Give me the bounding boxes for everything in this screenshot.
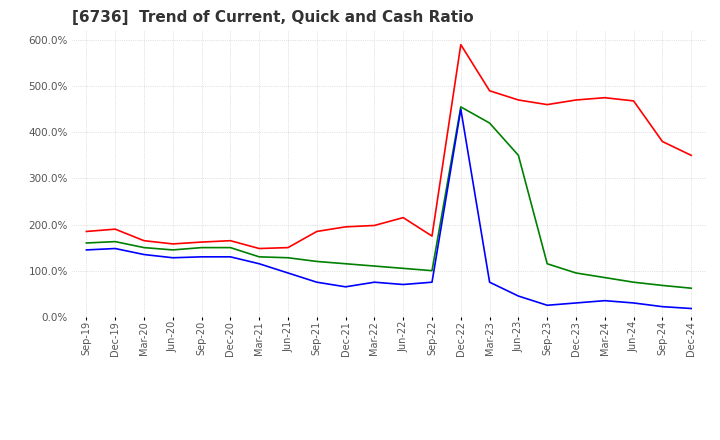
- Line: Current Ratio: Current Ratio: [86, 44, 691, 249]
- Quick Ratio: [341, 261, 350, 266]
- Current Ratio: [226, 238, 235, 243]
- Current Ratio: [312, 229, 321, 234]
- Cash Ratio: [629, 301, 638, 306]
- Quick Ratio: [197, 245, 206, 250]
- Cash Ratio: [226, 254, 235, 260]
- Quick Ratio: [600, 275, 609, 280]
- Line: Cash Ratio: Cash Ratio: [86, 109, 691, 308]
- Quick Ratio: [456, 104, 465, 110]
- Cash Ratio: [543, 303, 552, 308]
- Cash Ratio: [658, 304, 667, 309]
- Cash Ratio: [255, 261, 264, 266]
- Cash Ratio: [197, 254, 206, 260]
- Quick Ratio: [399, 266, 408, 271]
- Current Ratio: [111, 227, 120, 232]
- Quick Ratio: [543, 261, 552, 266]
- Current Ratio: [399, 215, 408, 220]
- Quick Ratio: [370, 264, 379, 269]
- Quick Ratio: [312, 259, 321, 264]
- Cash Ratio: [485, 279, 494, 285]
- Current Ratio: [658, 139, 667, 144]
- Text: [6736]  Trend of Current, Quick and Cash Ratio: [6736] Trend of Current, Quick and Cash …: [72, 11, 474, 26]
- Cash Ratio: [284, 270, 292, 275]
- Cash Ratio: [687, 306, 696, 311]
- Cash Ratio: [82, 247, 91, 253]
- Current Ratio: [341, 224, 350, 230]
- Quick Ratio: [428, 268, 436, 273]
- Quick Ratio: [629, 279, 638, 285]
- Current Ratio: [456, 42, 465, 47]
- Legend: Current Ratio, Quick Ratio, Cash Ratio: Current Ratio, Quick Ratio, Cash Ratio: [198, 436, 580, 440]
- Current Ratio: [629, 98, 638, 103]
- Quick Ratio: [485, 121, 494, 126]
- Current Ratio: [197, 239, 206, 245]
- Cash Ratio: [341, 284, 350, 290]
- Cash Ratio: [572, 301, 580, 306]
- Current Ratio: [600, 95, 609, 100]
- Quick Ratio: [111, 239, 120, 244]
- Current Ratio: [168, 241, 177, 246]
- Quick Ratio: [82, 240, 91, 246]
- Current Ratio: [140, 238, 148, 243]
- Quick Ratio: [572, 270, 580, 275]
- Quick Ratio: [658, 283, 667, 288]
- Quick Ratio: [226, 245, 235, 250]
- Cash Ratio: [370, 279, 379, 285]
- Cash Ratio: [514, 293, 523, 299]
- Cash Ratio: [600, 298, 609, 303]
- Current Ratio: [255, 246, 264, 251]
- Cash Ratio: [312, 279, 321, 285]
- Current Ratio: [428, 234, 436, 239]
- Cash Ratio: [140, 252, 148, 257]
- Current Ratio: [82, 229, 91, 234]
- Line: Quick Ratio: Quick Ratio: [86, 107, 691, 288]
- Current Ratio: [687, 153, 696, 158]
- Cash Ratio: [168, 255, 177, 260]
- Quick Ratio: [255, 254, 264, 260]
- Quick Ratio: [168, 247, 177, 253]
- Cash Ratio: [111, 246, 120, 251]
- Quick Ratio: [140, 245, 148, 250]
- Current Ratio: [485, 88, 494, 93]
- Quick Ratio: [687, 286, 696, 291]
- Current Ratio: [543, 102, 552, 107]
- Cash Ratio: [428, 279, 436, 285]
- Cash Ratio: [456, 106, 465, 112]
- Quick Ratio: [284, 255, 292, 260]
- Current Ratio: [514, 97, 523, 103]
- Current Ratio: [284, 245, 292, 250]
- Quick Ratio: [514, 153, 523, 158]
- Current Ratio: [370, 223, 379, 228]
- Cash Ratio: [399, 282, 408, 287]
- Current Ratio: [572, 97, 580, 103]
